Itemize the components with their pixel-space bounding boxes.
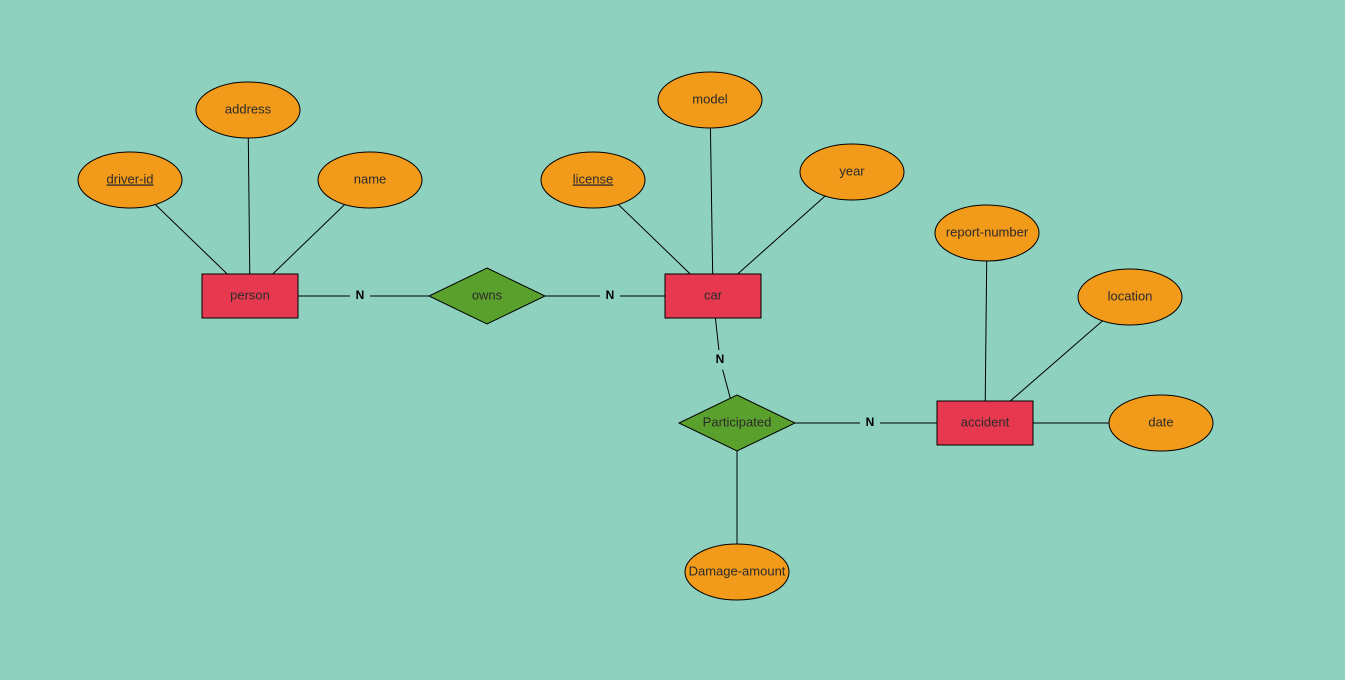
attribute-label: address — [225, 101, 272, 116]
edge — [155, 204, 227, 274]
cardinality-label: N — [716, 352, 725, 366]
attribute-model: model — [658, 72, 762, 128]
attribute-label: name — [354, 171, 387, 186]
edge — [985, 261, 986, 401]
relationship-label: owns — [472, 287, 503, 302]
entity-car: car — [665, 274, 761, 318]
edge — [1010, 321, 1102, 401]
cardinality-label: N — [356, 288, 365, 302]
attribute-label: location — [1108, 288, 1153, 303]
attribute-name: name — [318, 152, 422, 208]
attribute-location: location — [1078, 269, 1182, 325]
edge — [738, 196, 825, 274]
er-diagram-canvas: N N N Nperson car accident owns Participated dri… — [0, 0, 1345, 680]
relationship-label: Participated — [703, 414, 772, 429]
entity-accident: accident — [937, 401, 1033, 445]
attribute-year: year — [800, 144, 904, 200]
attribute-address: address — [196, 82, 300, 138]
relationship-participated: Participated — [679, 395, 795, 451]
attribute-label: report-number — [946, 224, 1029, 239]
edge — [715, 318, 719, 350]
attribute-label: driver-id — [107, 171, 154, 186]
attribute-license: license — [541, 152, 645, 208]
entity-person: person — [202, 274, 298, 318]
edge — [710, 128, 712, 274]
entity-label: accident — [961, 414, 1010, 429]
attribute-damage_amount: Damage-amount — [685, 544, 789, 600]
edge — [248, 138, 249, 274]
edge — [273, 204, 345, 274]
attribute-label: Damage-amount — [689, 563, 786, 578]
attribute-label: model — [692, 91, 728, 106]
attribute-driver_id: driver-id — [78, 152, 182, 208]
cardinality-label: N — [606, 288, 615, 302]
relationship-owns: owns — [429, 268, 545, 324]
attribute-date: date — [1109, 395, 1213, 451]
entity-label: person — [230, 287, 270, 302]
edge — [723, 370, 731, 399]
attribute-label: date — [1148, 414, 1173, 429]
attribute-label: year — [839, 163, 865, 178]
entity-label: car — [704, 287, 723, 302]
attribute-report_number: report-number — [935, 205, 1039, 261]
attribute-label: license — [573, 171, 613, 186]
cardinality-label: N — [866, 415, 875, 429]
edge — [618, 204, 690, 274]
